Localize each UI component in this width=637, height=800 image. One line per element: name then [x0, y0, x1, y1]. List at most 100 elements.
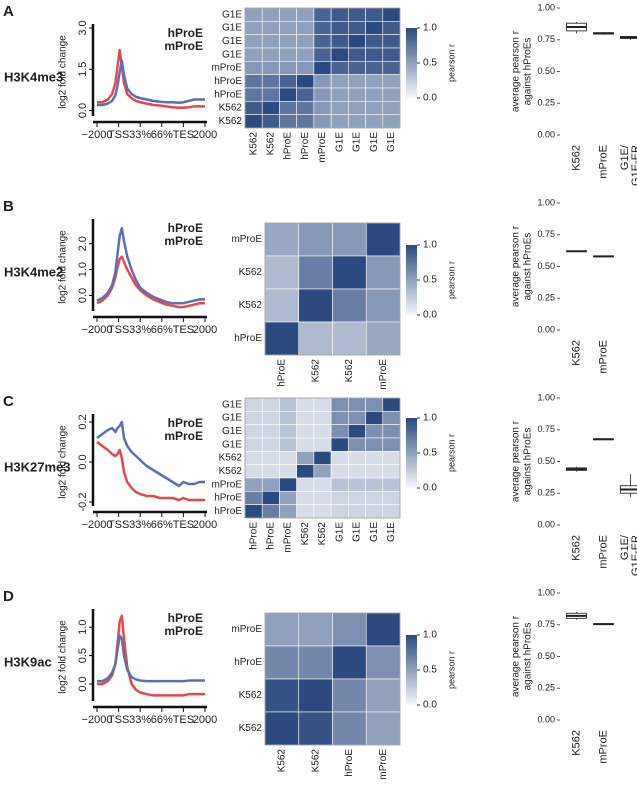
- panel-mark: H3K9ac: [4, 654, 52, 669]
- heatmap-cell: [244, 61, 263, 75]
- heatmap-cell: [279, 451, 297, 465]
- heatmap-cell: [244, 504, 263, 519]
- x-tick-label: mProE: [597, 535, 609, 569]
- row-label: K562: [239, 723, 263, 734]
- heatmap-cell: [279, 74, 297, 89]
- heatmap-cell: [244, 491, 263, 505]
- heatmap-cell: [332, 321, 367, 356]
- x-tick-label: K562: [570, 535, 582, 561]
- heatmap-cell: [296, 47, 315, 62]
- colorbar-label: pearson r: [446, 261, 456, 299]
- heatmap-cell: [330, 34, 349, 49]
- heatmap-cell: [244, 34, 263, 49]
- x-tick-label: 66%: [151, 129, 173, 141]
- heatmap-cell: [382, 464, 401, 479]
- column-label: hProE: [277, 359, 288, 387]
- heatmap-cell: [313, 7, 332, 22]
- panel-letter: D: [3, 588, 14, 605]
- y-axis-label: average pearson r: [511, 615, 522, 697]
- panel-letter: A: [3, 3, 14, 20]
- heatmap-cell: [261, 21, 280, 35]
- x-tick-label: TSS: [108, 129, 129, 141]
- heatmap-cell: [332, 222, 367, 257]
- heatmap-cell: [365, 74, 384, 89]
- column-label: G1E: [369, 132, 380, 152]
- heatmap-cell: [382, 101, 401, 115]
- heatmap-cell: [244, 411, 263, 425]
- x-tick-label: 33%: [129, 714, 151, 726]
- heatmap-cell: [365, 411, 384, 425]
- y-tick-label: 1.5: [77, 62, 89, 77]
- heatmap-cell: [279, 61, 297, 75]
- y-tick-label: 0.75: [537, 34, 555, 44]
- heatmap-cell: [382, 34, 401, 49]
- x-tick-label: mProE: [597, 145, 609, 179]
- x-tick-label: TES: [173, 129, 194, 141]
- heatmap-cell: [365, 101, 384, 115]
- y-axis-label: average pearson r: [511, 420, 522, 502]
- x-tick-label: K562: [570, 730, 582, 756]
- heatmap-cell: [261, 477, 280, 492]
- heatmap-cell: [313, 411, 332, 425]
- heatmap-cell: [330, 74, 349, 89]
- heatmap-cell: [382, 7, 401, 22]
- heatmap-cell: [264, 288, 300, 323]
- heatmap-cell: [330, 21, 349, 35]
- colorbar-tick-label: 1.0: [423, 413, 437, 424]
- row-label: mProE: [211, 63, 242, 74]
- column-label: G1E: [369, 522, 380, 542]
- legend-label: mProE: [164, 234, 203, 248]
- column-label: hProE: [300, 132, 311, 160]
- series-line: [96, 226, 205, 305]
- x-tick-label: 2000: [193, 519, 217, 531]
- x-tick-label: mProE: [597, 340, 609, 374]
- colorbar-tick-label: 1.0: [423, 240, 437, 251]
- heatmap-cell: [313, 87, 332, 102]
- heatmap-cell: [261, 101, 280, 115]
- heatmap-cell: [332, 612, 367, 647]
- y-tick-label: 0.25: [537, 293, 555, 303]
- series-line: [97, 48, 205, 109]
- legend-label: mProE: [164, 39, 203, 53]
- heatmap-cell: [348, 504, 366, 519]
- row-label: hProE: [214, 493, 242, 504]
- heatmap-cell: [244, 7, 263, 22]
- column-label: K562: [310, 359, 321, 383]
- heatmap-cell: [332, 288, 367, 323]
- heatmap-cell: [261, 504, 280, 519]
- heatmap-cell: [296, 464, 315, 479]
- column-label: G1E: [352, 522, 363, 542]
- x-tick-label: 33%: [129, 324, 151, 336]
- heatmap-cell: [313, 101, 332, 115]
- heatmap-cell: [348, 47, 366, 62]
- heatmap-cell: [348, 114, 366, 129]
- x-tick-label: 66%: [151, 519, 173, 531]
- heatmap-cell: [365, 645, 401, 680]
- heatmap-cell: [279, 101, 297, 115]
- y-tick-label: 0.75: [537, 424, 555, 434]
- panel-mark: H3K4me2: [4, 264, 63, 279]
- heatmap-cell: [261, 87, 280, 102]
- heatmap-cell: [313, 397, 332, 412]
- heatmap-cell: [348, 464, 366, 479]
- series-line: [96, 420, 205, 488]
- heatmap-border: [264, 222, 401, 356]
- heatmap-cell: [365, 34, 384, 49]
- colorbar: [406, 245, 417, 315]
- heatmap-cell: [296, 424, 315, 439]
- heatmap-cell: [348, 21, 366, 35]
- heatmap-cell: [261, 114, 280, 129]
- heatmap-cell: [382, 397, 401, 412]
- heatmap-cell: [264, 612, 300, 647]
- row-label: K562: [219, 116, 243, 127]
- x-tick-label: TSS: [108, 324, 129, 336]
- column-label: G1E: [334, 522, 345, 542]
- heatmap-cell: [348, 101, 366, 115]
- heatmap-cell: [365, 477, 384, 492]
- heatmap-cell: [244, 101, 263, 115]
- column-label: K562: [310, 749, 321, 773]
- heatmap-cell: [348, 34, 366, 49]
- heatmap-cell: [261, 451, 280, 465]
- heatmap-border: [244, 397, 401, 519]
- heatmap-cell: [296, 101, 315, 115]
